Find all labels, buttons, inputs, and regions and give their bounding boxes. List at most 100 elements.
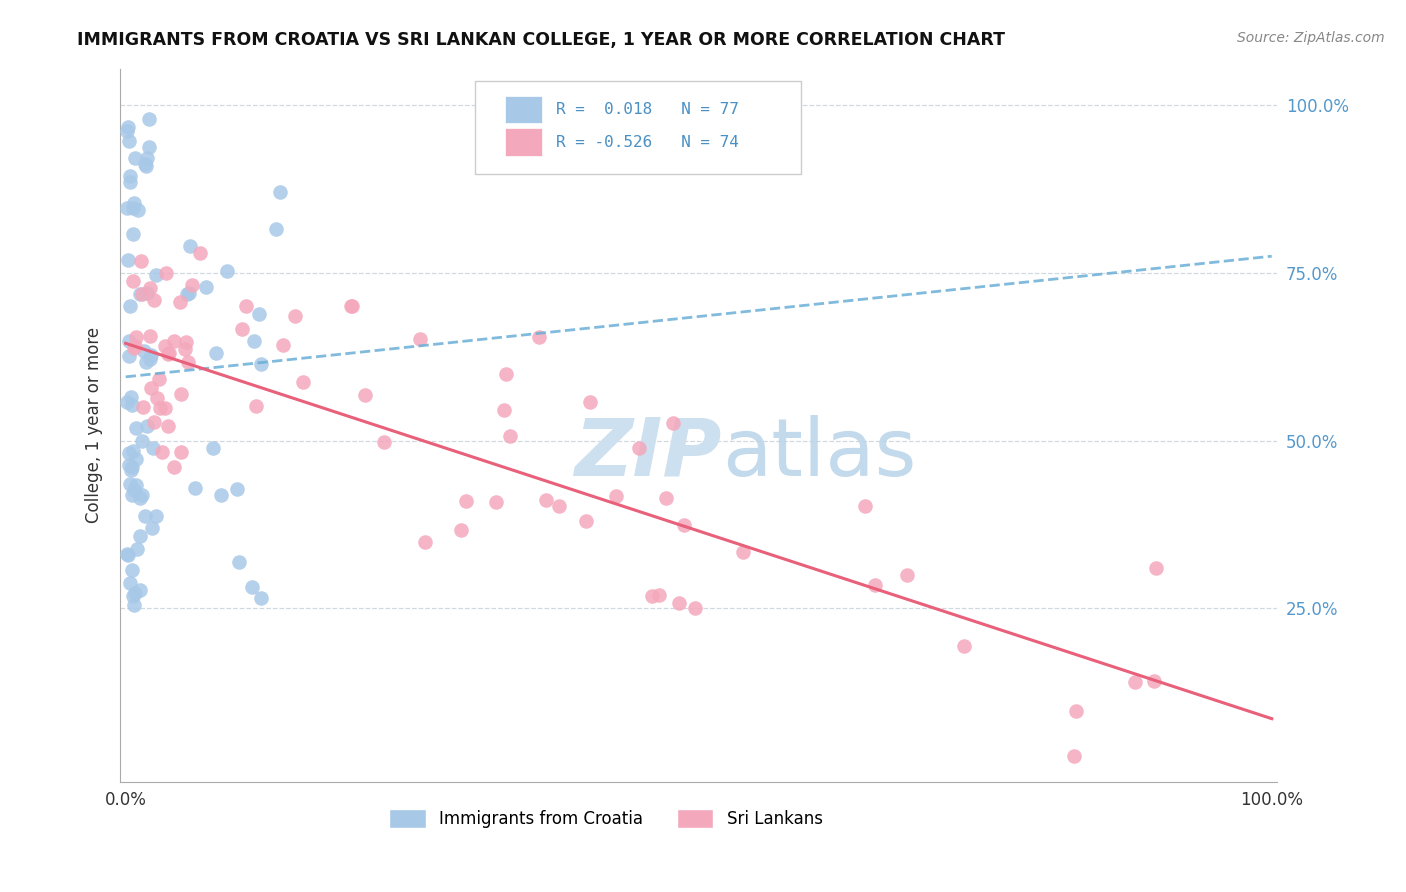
Point [138,140,160,154]
Point [162,334,184,348]
Point [138,112,160,127]
Point [122,201,145,215]
Point [492,403,515,417]
Point [135,354,157,368]
Point [183,481,205,495]
Point [156,347,179,361]
Point [354,388,377,402]
Point [169,294,191,309]
Point [155,339,177,353]
Point [499,429,522,443]
Point [125,477,148,491]
Point [1123,674,1146,689]
Point [953,639,976,653]
Point [127,202,149,217]
Point [205,346,228,360]
Point [139,328,162,343]
FancyBboxPatch shape [505,128,543,155]
Point [179,286,201,301]
Point [180,277,202,292]
Point [176,287,198,301]
Point [250,357,273,371]
Point [143,293,166,307]
Point [1064,704,1087,718]
Point [148,372,170,386]
Text: atlas: atlas [721,415,917,493]
Point [146,391,169,405]
Point [250,591,273,606]
Point [117,124,139,138]
Point [131,434,153,448]
Point [121,398,143,412]
Point [485,495,508,509]
Point [247,307,270,321]
Point [125,421,148,435]
Point [124,452,146,467]
Point [124,339,146,353]
Point [163,460,186,475]
Point [269,185,291,199]
Point [292,376,315,390]
Point [153,401,176,415]
Point [141,521,163,535]
Point [170,387,193,401]
Point [217,264,239,278]
Point [174,342,197,356]
FancyBboxPatch shape [505,96,543,123]
Point [125,541,148,556]
Point [121,488,143,502]
Point [132,400,155,414]
Point [118,169,141,184]
Point [641,589,664,603]
Point [122,443,145,458]
Point [159,346,181,360]
Text: R =  0.018   N = 77: R = 0.018 N = 77 [557,103,740,118]
Point [264,221,287,235]
Point [373,435,395,450]
Point [209,488,232,502]
Point [662,416,685,430]
Point [122,195,145,210]
Point [527,330,550,344]
Point [141,348,163,362]
Point [672,518,695,533]
Point [245,399,267,413]
Point [226,482,249,496]
Point [129,491,152,506]
Point [115,201,138,215]
Point [342,299,364,313]
Point [118,334,141,348]
Point [120,299,142,313]
Point [548,499,571,513]
Point [139,351,162,366]
Point [655,491,678,505]
Point [118,458,141,472]
Text: Source: ZipAtlas.com: Source: ZipAtlas.com [1237,31,1385,45]
Point [122,483,145,497]
Point [117,134,139,148]
Point [605,489,627,503]
Point [179,239,201,253]
Text: R = -0.526   N = 74: R = -0.526 N = 74 [557,135,740,150]
Point [131,488,153,502]
Point [170,445,193,459]
Point [132,343,155,358]
Point [648,588,671,602]
Point [668,596,690,610]
Point [283,310,305,324]
Point [142,441,165,455]
Point [188,245,211,260]
Point [896,567,918,582]
Point [120,390,142,404]
Point [120,576,142,591]
Text: ZIP: ZIP [575,415,721,493]
Point [145,508,167,523]
Point [683,601,706,615]
Point [128,529,150,543]
Point [853,499,876,513]
Point [243,334,266,348]
Point [122,598,145,612]
Point [118,476,141,491]
Point [1063,748,1085,763]
Point [149,401,172,416]
